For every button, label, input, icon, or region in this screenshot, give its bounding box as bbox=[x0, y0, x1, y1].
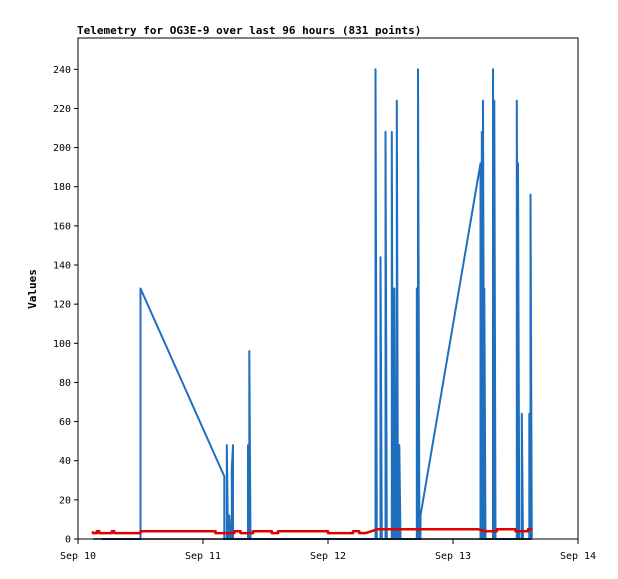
y-tick-label: 120 bbox=[53, 300, 71, 311]
y-axis: 0 20 40 60 80 100 120 140 160 180 200 220 240 bbox=[53, 65, 78, 546]
y-tick-label: 100 bbox=[53, 339, 71, 350]
y-tick-label: 60 bbox=[59, 417, 71, 428]
series-red-line bbox=[91, 527, 532, 535]
x-tick-label: Sep 12 bbox=[310, 551, 346, 562]
y-tick-label: 40 bbox=[59, 456, 71, 467]
y-tick-label: 140 bbox=[53, 261, 71, 272]
y-tick-label: 160 bbox=[53, 221, 71, 232]
chart-title: Telemetry for OG3E-9 over last 96 hours … bbox=[77, 24, 421, 37]
y-tick-label: 80 bbox=[59, 378, 71, 389]
x-axis: Sep 10 Sep 11 Sep 12 Sep 13 Sep 14 bbox=[60, 539, 596, 562]
y-tick-label: 240 bbox=[53, 65, 71, 76]
x-tick-label: Sep 10 bbox=[60, 551, 96, 562]
y-tick-label: 200 bbox=[53, 143, 71, 154]
series-layer bbox=[91, 68, 533, 540]
y-axis-label: Values bbox=[26, 269, 39, 309]
x-tick-label: Sep 11 bbox=[185, 551, 221, 562]
x-tick-label: Sep 14 bbox=[560, 551, 596, 562]
y-tick-label: 0 bbox=[65, 535, 71, 546]
plot-frame bbox=[77, 37, 579, 540]
y-tick-label: 20 bbox=[59, 495, 71, 506]
y-tick-label: 180 bbox=[53, 182, 71, 193]
x-tick-label: Sep 13 bbox=[435, 551, 471, 562]
series-blue-line bbox=[101, 68, 533, 540]
y-tick-label: 220 bbox=[53, 104, 71, 115]
